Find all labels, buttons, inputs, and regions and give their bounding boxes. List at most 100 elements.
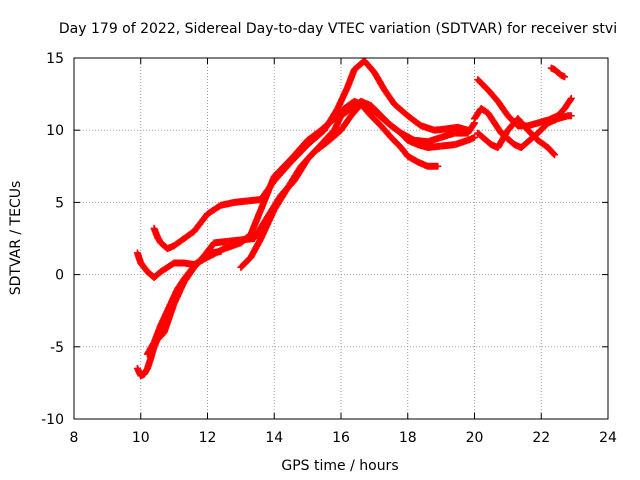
- interpolated-points: [161, 301, 178, 335]
- y-tick-label: -5: [50, 340, 64, 356]
- interpolated-points: [181, 268, 194, 282]
- interpolated-points: [548, 65, 557, 73]
- interpolated-points: [248, 236, 264, 260]
- interpolated-points: [381, 87, 397, 107]
- interpolated-points: [398, 145, 411, 159]
- interpolated-points: [535, 137, 551, 151]
- interpolated-points: [195, 254, 207, 266]
- interpolated-points: [258, 178, 277, 202]
- interpolated-points: [305, 127, 327, 148]
- interpolated-points: [202, 250, 213, 260]
- interpolated-points: [158, 264, 170, 275]
- interpolated-points: [164, 287, 181, 313]
- data-point: [551, 151, 559, 159]
- x-tick-label: 20: [466, 430, 484, 446]
- interpolated-points: [392, 101, 411, 119]
- series-track-h: [474, 115, 559, 159]
- interpolated-points: [378, 123, 394, 140]
- y-tick-label: 0: [55, 268, 64, 284]
- interpolated-points: [298, 149, 317, 169]
- interpolated-points: [174, 276, 187, 292]
- interpolated-points: [482, 136, 494, 148]
- interpolated-points: [138, 260, 147, 270]
- x-tick-label: 10: [132, 430, 150, 446]
- interpolated-points: [312, 139, 330, 155]
- data-point: [561, 73, 569, 81]
- x-axis-label: GPS time / hours: [281, 458, 398, 474]
- interpolated-points: [545, 145, 558, 158]
- y-tick-label: 15: [46, 51, 64, 67]
- interpolated-points: [485, 87, 501, 104]
- interpolated-points: [188, 260, 200, 273]
- interpolated-points: [405, 113, 424, 129]
- interpolated-points: [325, 127, 344, 145]
- interpolated-points: [344, 67, 358, 89]
- interpolated-points: [518, 139, 531, 151]
- interpolated-points: [535, 120, 551, 136]
- x-tick-label: 18: [399, 430, 417, 446]
- interpolated-points: [475, 77, 491, 93]
- series-track-d: [237, 100, 478, 271]
- y-tick-label: 10: [46, 123, 64, 139]
- interpolated-points: [181, 228, 197, 242]
- interpolated-points: [191, 211, 210, 234]
- axis-ticks: 8 10 12 14 16 18 20 22 24 -10 -5 0 5 10 15: [41, 51, 617, 446]
- interpolated-points: [205, 202, 223, 217]
- chart-title: Day 179 of 2022, Sidereal Day-to-day VTE…: [59, 21, 617, 37]
- interpolated-points: [151, 269, 164, 280]
- interpolated-points: [338, 105, 354, 119]
- interpolated-points: [505, 136, 517, 148]
- x-tick-label: 8: [70, 430, 79, 446]
- x-tick-label: 16: [332, 430, 350, 446]
- data-points: [133, 57, 575, 380]
- interpolated-points: [515, 116, 531, 133]
- interpolated-points: [495, 99, 511, 118]
- interpolated-points: [284, 164, 304, 191]
- series-track-e: [143, 247, 225, 358]
- interpolated-points: [368, 113, 384, 129]
- interpolated-points: [251, 214, 271, 241]
- y-axis-label: SDTVAR / TECUs: [8, 181, 24, 296]
- y-tick-label: 5: [55, 195, 64, 211]
- x-tick-label: 22: [532, 430, 550, 446]
- data-point: [567, 112, 575, 120]
- interpolated-points: [151, 323, 164, 345]
- interpolated-points: [388, 135, 404, 150]
- interpolated-points: [288, 142, 311, 165]
- interpolated-points: [495, 128, 511, 150]
- interpolated-points: [558, 72, 567, 80]
- x-tick-label: 24: [599, 430, 617, 446]
- x-tick-label: 12: [199, 430, 217, 446]
- interpolated-points: [491, 120, 504, 136]
- data-point: [567, 94, 575, 102]
- interpolated-points: [485, 110, 498, 126]
- y-tick-label: -10: [41, 412, 64, 428]
- data-point: [471, 133, 478, 141]
- x-tick-label: 14: [265, 430, 283, 446]
- series-track-i: [547, 64, 569, 81]
- interpolated-points: [361, 58, 377, 75]
- interpolated-points: [248, 207, 264, 237]
- interpolated-points: [238, 254, 254, 270]
- interpolated-points: [141, 265, 151, 275]
- interpolated-points: [258, 207, 278, 241]
- interpolated-points: [338, 113, 354, 133]
- interpolated-points: [271, 159, 294, 184]
- series-track-b: [150, 57, 472, 253]
- interpolated-points: [525, 127, 541, 143]
- interpolated-points: [555, 69, 564, 78]
- interpolated-points: [552, 67, 561, 75]
- data-point: [434, 162, 442, 170]
- interpolated-points: [334, 84, 351, 111]
- interpolated-points: [321, 106, 341, 133]
- data-point: [217, 247, 225, 255]
- interpolated-points: [271, 185, 291, 212]
- interpolated-points: [371, 70, 388, 92]
- interpolated-points: [165, 260, 177, 270]
- interpolated-points: [385, 120, 404, 136]
- interpolated-points: [479, 105, 490, 116]
- interpolated-points: [372, 108, 391, 126]
- interpolated-points: [171, 235, 187, 249]
- interpolated-points: [475, 130, 487, 142]
